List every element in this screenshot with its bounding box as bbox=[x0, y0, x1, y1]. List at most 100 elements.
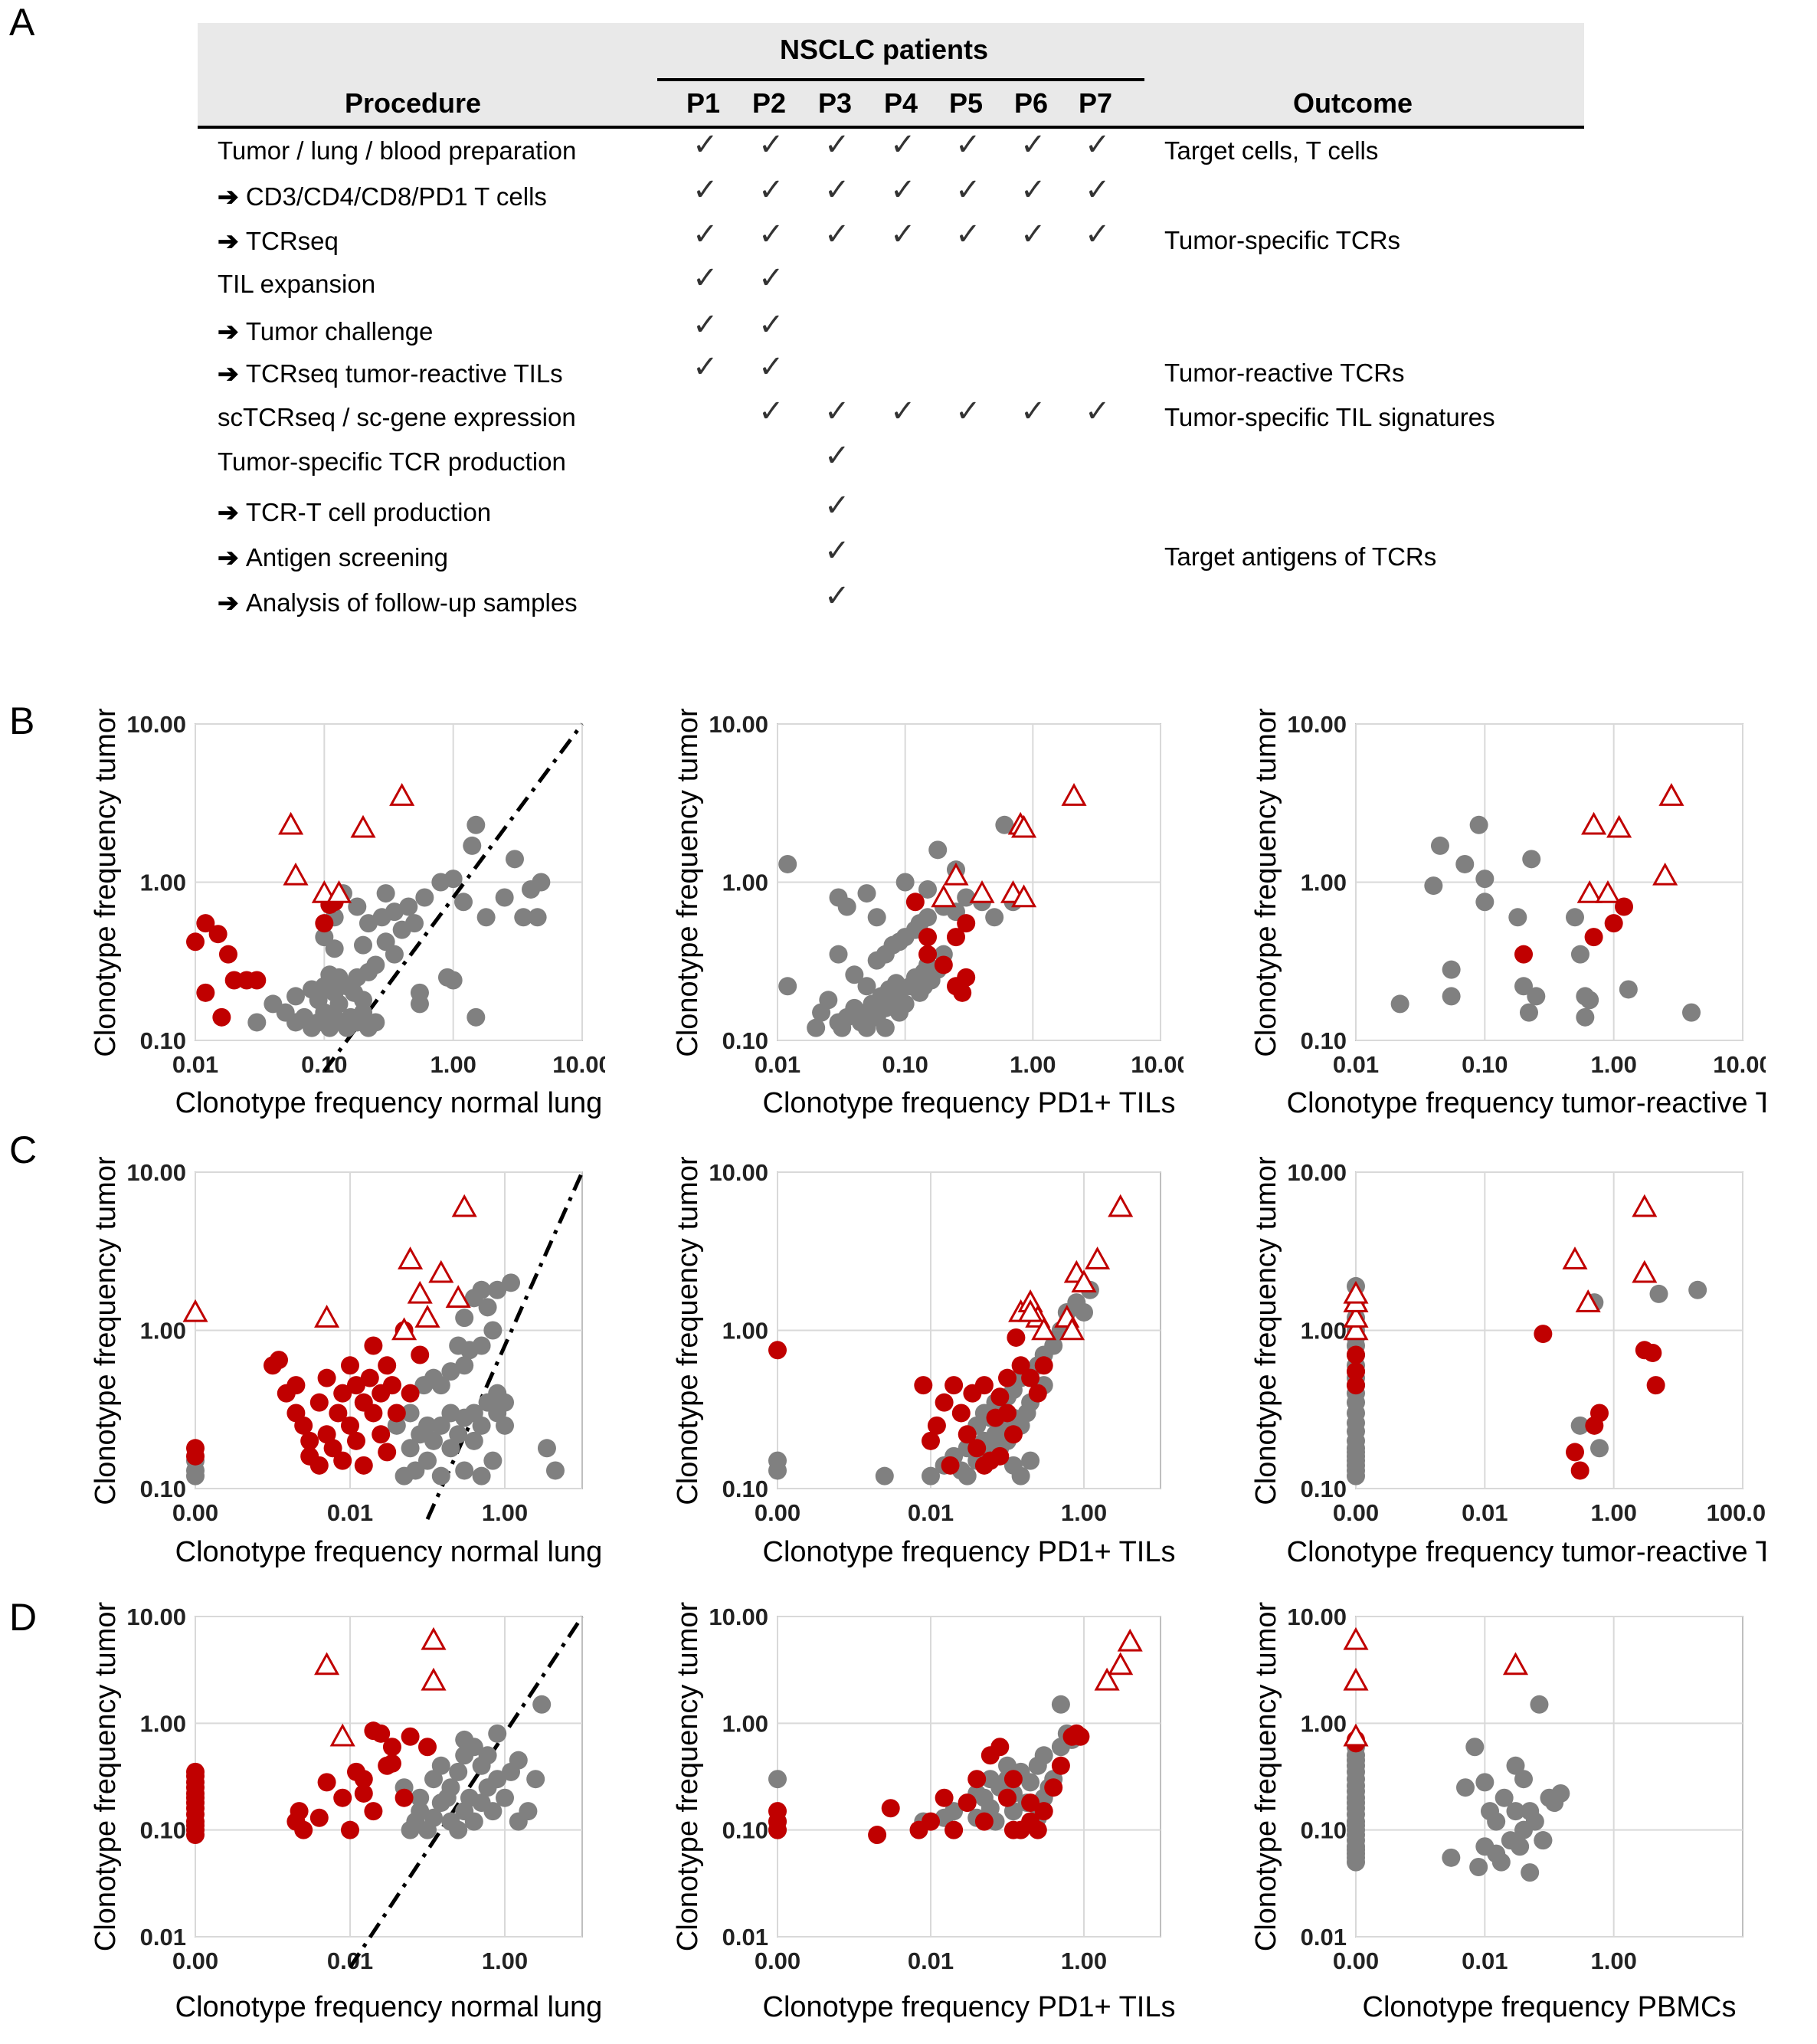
check-icon: ✓ bbox=[758, 173, 784, 207]
column-header-outcome: Outcome bbox=[1293, 87, 1413, 119]
data-point-red bbox=[333, 1788, 352, 1807]
procedure-text: Tumor-specific TCR production bbox=[218, 447, 566, 476]
data-point-red bbox=[1347, 1345, 1365, 1364]
data-point-red bbox=[354, 1770, 373, 1789]
data-point-red bbox=[341, 1356, 359, 1375]
data-point-gray bbox=[483, 1321, 503, 1340]
data-point-red bbox=[333, 1384, 352, 1403]
data-point-red bbox=[341, 1820, 359, 1839]
data-point-gray bbox=[1527, 987, 1546, 1006]
panel-label-a: A bbox=[9, 1, 35, 44]
data-point-red bbox=[922, 1812, 940, 1831]
check-icon: ✓ bbox=[692, 128, 719, 162]
arrow-right-icon: ➔ bbox=[218, 359, 246, 388]
data-point-red bbox=[317, 1425, 336, 1444]
data-point-gray bbox=[376, 884, 395, 903]
y-tick-label: 10.00 bbox=[1287, 1603, 1347, 1630]
data-point-gray bbox=[532, 1695, 552, 1714]
data-point-gray bbox=[354, 935, 373, 955]
data-point-gray bbox=[463, 836, 482, 855]
data-point-gray bbox=[1021, 1451, 1040, 1470]
data-point-gray bbox=[1514, 1820, 1534, 1839]
data-point-gray bbox=[464, 1431, 483, 1450]
check-icon: ✓ bbox=[824, 489, 850, 522]
data-point-triangle bbox=[1652, 862, 1678, 886]
data-point-gray bbox=[472, 1280, 491, 1299]
data-point-gray bbox=[1424, 876, 1443, 896]
data-point-gray bbox=[449, 1820, 468, 1839]
data-point-red bbox=[1034, 1802, 1053, 1821]
data-point-gray bbox=[424, 1770, 443, 1789]
data-point-gray bbox=[1565, 908, 1584, 927]
data-point-red bbox=[945, 1820, 964, 1839]
check-icon: ✓ bbox=[955, 128, 981, 162]
data-point-red bbox=[998, 1788, 1017, 1807]
x-axis-title: Clonotype frequency tumor-reactive TILs bbox=[1287, 1087, 1766, 1119]
data-point-gray bbox=[876, 1018, 895, 1037]
data-point-triangle bbox=[314, 1652, 340, 1675]
x-tick-label: 1.00 bbox=[1061, 1947, 1107, 1974]
data-point-gray bbox=[488, 1280, 507, 1299]
data-point-gray bbox=[1570, 1416, 1589, 1435]
data-point-triangle bbox=[182, 1299, 208, 1322]
data-point-triangle bbox=[391, 1317, 417, 1341]
data-point-gray bbox=[1570, 945, 1589, 964]
data-point-red bbox=[382, 1754, 401, 1773]
data-point-triangle bbox=[445, 1285, 471, 1309]
data-point-gray bbox=[1514, 977, 1534, 996]
check-icon: ✓ bbox=[758, 218, 784, 251]
data-point-red bbox=[1534, 1325, 1553, 1344]
data-point-gray bbox=[496, 1393, 514, 1412]
data-point-gray bbox=[829, 888, 848, 907]
data-point-red bbox=[918, 945, 938, 964]
data-point-gray bbox=[488, 1770, 507, 1789]
data-point-gray bbox=[1034, 1746, 1053, 1765]
x-tick-label: 0.00 bbox=[1333, 1499, 1379, 1526]
data-point-red bbox=[395, 1788, 414, 1807]
data-point-triangle bbox=[969, 880, 995, 903]
x-axis-title: Clonotype frequency PD1+ TILs bbox=[763, 1087, 1176, 1119]
data-point-gray bbox=[845, 965, 864, 984]
x-tick-label: 0.01 bbox=[908, 1499, 954, 1526]
data-point-red bbox=[364, 1802, 383, 1821]
data-point-gray bbox=[875, 1466, 894, 1486]
panel-label-d: D bbox=[9, 1596, 38, 1639]
patient-header-p7: P7 bbox=[1079, 87, 1113, 119]
data-point-gray bbox=[1051, 1695, 1070, 1714]
check-icon: ✓ bbox=[955, 173, 981, 207]
data-point-red bbox=[315, 914, 334, 933]
data-point-triangle bbox=[326, 880, 352, 903]
data-point-red bbox=[1028, 1384, 1047, 1403]
data-point-gray bbox=[890, 1003, 909, 1022]
check-icon: ✓ bbox=[1085, 173, 1111, 207]
data-point-red bbox=[1643, 1343, 1662, 1362]
data-point-triangle bbox=[1576, 880, 1603, 903]
patient-header-p1: P1 bbox=[686, 87, 721, 119]
arrow-right-icon: ➔ bbox=[218, 588, 246, 617]
x-tick-label: 0.00 bbox=[755, 1499, 800, 1526]
data-point-gray bbox=[922, 1466, 940, 1486]
data-point-red bbox=[1003, 1770, 1023, 1789]
data-point-gray bbox=[476, 908, 496, 927]
data-point-gray bbox=[1519, 1003, 1538, 1022]
data-point-gray bbox=[247, 1013, 267, 1032]
data-point-red bbox=[186, 1762, 205, 1781]
data-point-red bbox=[341, 1416, 359, 1435]
scatter-chart-b2: 0.010.101.0010.000.101.0010.00Clonotype … bbox=[663, 707, 1190, 1140]
data-point-red bbox=[354, 1456, 373, 1475]
data-point-red bbox=[1565, 1443, 1584, 1462]
data-point-gray bbox=[1495, 1788, 1514, 1807]
data-point-gray bbox=[1044, 1336, 1063, 1355]
data-point-red bbox=[974, 1456, 994, 1475]
data-point-red bbox=[372, 1724, 391, 1743]
data-point-gray bbox=[895, 873, 915, 892]
data-point-gray bbox=[455, 1309, 474, 1328]
data-point-red bbox=[1034, 1356, 1053, 1375]
x-tick-label: 0.10 bbox=[882, 1051, 928, 1078]
data-point-red bbox=[378, 1356, 397, 1375]
data-point-triangle bbox=[421, 1667, 447, 1691]
column-header-procedure: Procedure bbox=[345, 87, 482, 119]
y-axis-title: Clonotype frequency tumor bbox=[1250, 1602, 1282, 1952]
data-point-gray bbox=[1455, 1778, 1475, 1797]
data-point-gray bbox=[467, 815, 486, 834]
